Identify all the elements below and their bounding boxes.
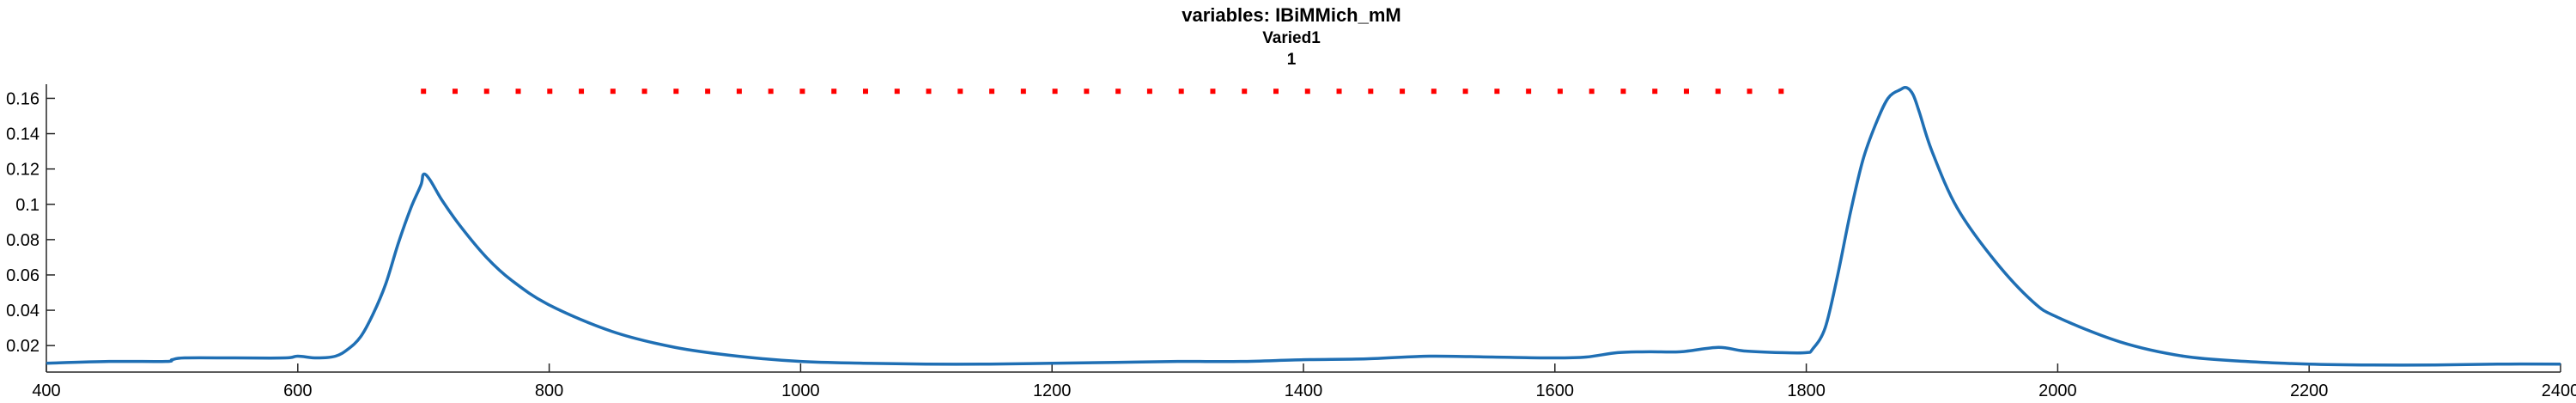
x-tick-label: 1400 — [1285, 382, 1323, 400]
series-marker — [705, 89, 711, 95]
series-marker — [547, 89, 553, 95]
x-tick-label: 1800 — [1787, 382, 1826, 400]
x-tick-label: 2400 — [2542, 382, 2576, 400]
y-ticks: 0.02 0.04 0.06 0.08 0.1 0.12 0.14 0.16 — [6, 89, 55, 356]
series-marker — [1778, 89, 1784, 95]
axes — [46, 84, 2561, 373]
x-tick-label: 1000 — [781, 382, 820, 400]
y-tick-label: 0.08 — [6, 231, 39, 250]
y-tick-label: 0.12 — [6, 161, 39, 180]
x-tick-label: 800 — [535, 382, 563, 400]
series-marker — [1178, 89, 1184, 95]
series-marker — [1020, 89, 1026, 95]
x-tick-label: 1600 — [1536, 382, 1575, 400]
series-marker — [957, 89, 963, 95]
series-marker — [1557, 89, 1563, 95]
series-marker — [1684, 89, 1690, 95]
series-marker — [1242, 89, 1248, 95]
series-marker — [452, 89, 458, 95]
series-marker — [1084, 89, 1090, 95]
series-marker — [926, 89, 932, 95]
chart-subtitle-line-1: Varied1 — [1262, 29, 1321, 47]
series-marker — [799, 89, 805, 95]
series-marker — [641, 89, 647, 95]
series-marker — [421, 89, 427, 95]
series-marker — [1526, 89, 1532, 95]
series-marker — [1652, 89, 1658, 95]
series-marker — [989, 89, 995, 95]
series-marker — [831, 89, 837, 95]
x-tick-label: 600 — [283, 382, 312, 400]
series-marker — [1052, 89, 1058, 95]
series-marker — [1304, 89, 1310, 95]
series-marker — [862, 89, 868, 95]
series-2-markers — [421, 89, 1784, 95]
series-marker — [768, 89, 774, 95]
series-marker — [1273, 89, 1279, 95]
y-tick-label: 0.02 — [6, 337, 39, 356]
x-tick-label: 1200 — [1033, 382, 1072, 400]
series-marker — [1115, 89, 1121, 95]
series-marker — [1462, 89, 1468, 95]
x-tick-label: 400 — [32, 382, 60, 400]
series-marker — [1368, 89, 1374, 95]
x-ticks: 400 600 800 1000 1200 1400 1600 1800 2000 2200 240… — [32, 363, 2576, 400]
series-marker — [1715, 89, 1721, 95]
series-marker — [1210, 89, 1216, 95]
chart-subtitle-line-2: 1 — [1287, 51, 1297, 69]
series-marker — [894, 89, 900, 95]
y-tick-label: 0.14 — [6, 125, 39, 144]
plot-series — [46, 85, 2561, 367]
series-marker — [515, 89, 521, 95]
series-marker — [1336, 89, 1342, 95]
series-marker — [1400, 89, 1406, 95]
series-marker — [736, 89, 742, 95]
series-marker — [610, 89, 616, 95]
series-marker — [1620, 89, 1626, 95]
y-tick-label: 0.06 — [6, 266, 39, 285]
chart-title: variables: IBiMMich_mM — [1182, 4, 1401, 26]
y-tick-label: 0.1 — [15, 196, 39, 215]
series-marker — [1431, 89, 1437, 95]
series-marker — [579, 89, 585, 95]
series-marker — [483, 89, 489, 95]
x-tick-label: 2000 — [2038, 382, 2077, 400]
x-tick-label: 2200 — [2290, 382, 2329, 400]
series-1-line — [46, 85, 2561, 367]
y-tick-label: 0.04 — [6, 302, 39, 321]
series-marker — [1494, 89, 1500, 95]
series-marker — [1589, 89, 1595, 95]
y-tick-label: 0.16 — [6, 89, 39, 108]
series-marker — [1747, 89, 1753, 95]
series-marker — [673, 89, 679, 95]
series-marker — [1146, 89, 1152, 95]
